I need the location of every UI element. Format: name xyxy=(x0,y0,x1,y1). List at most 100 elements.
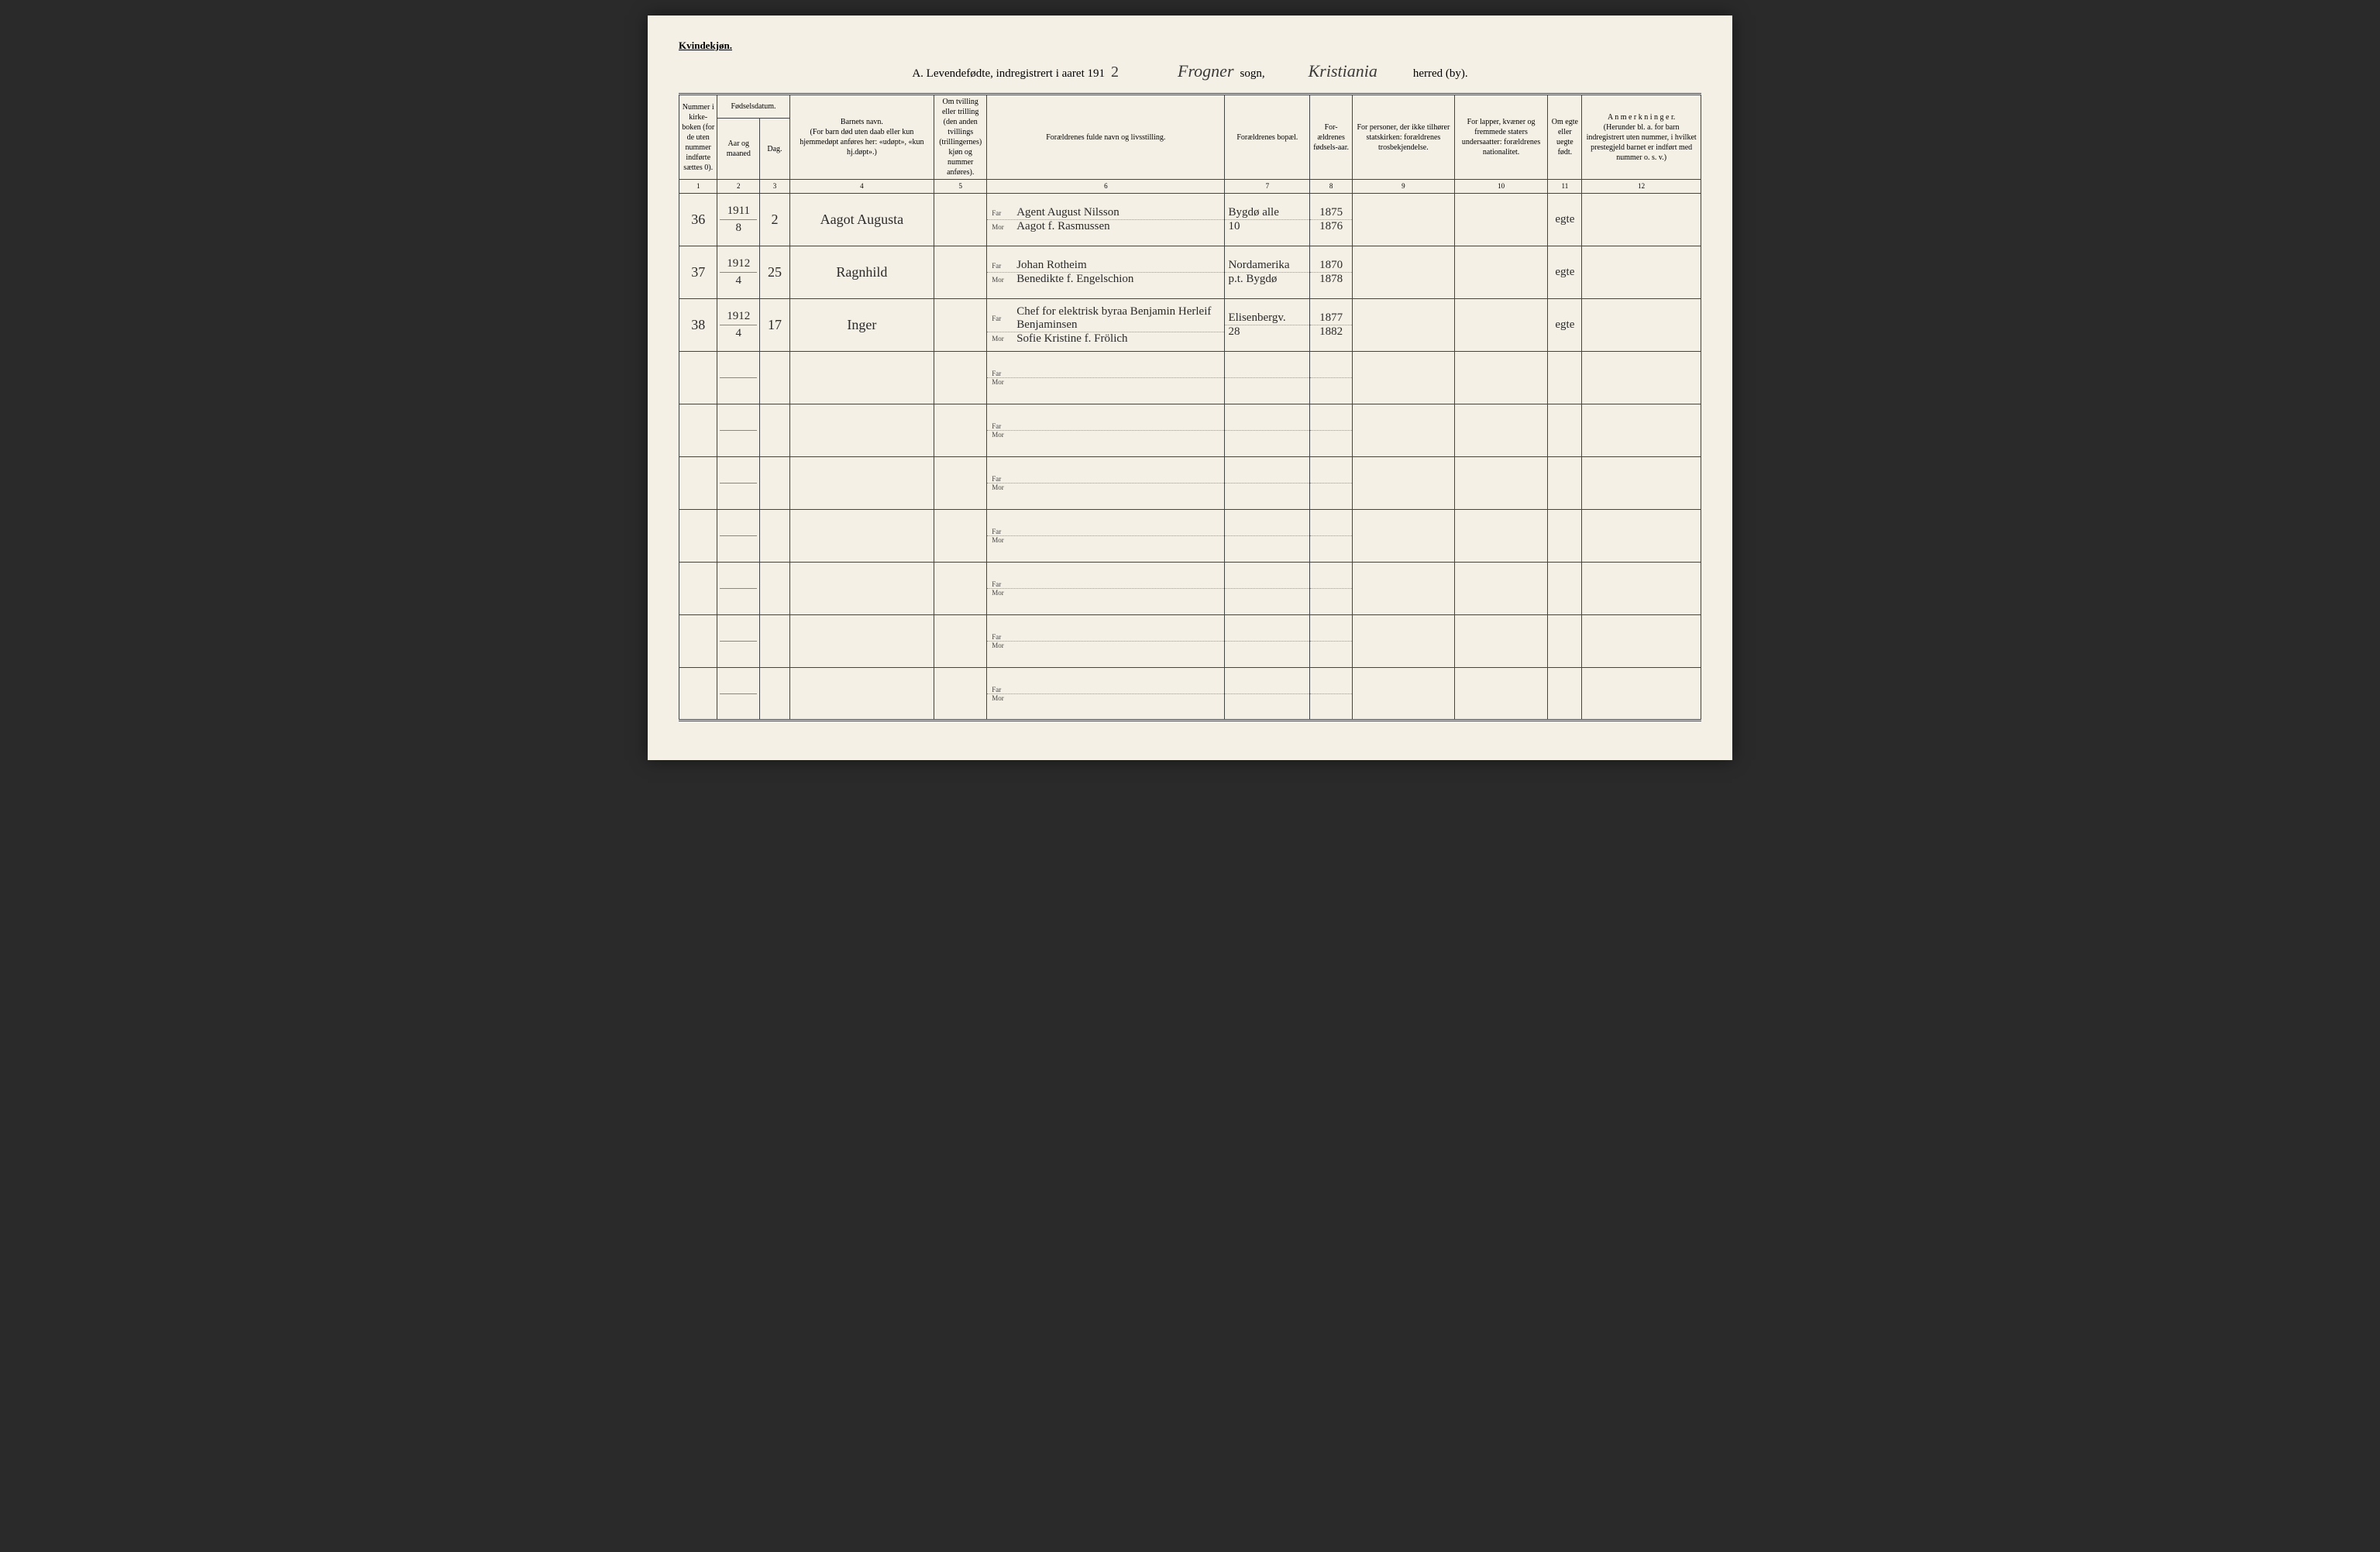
cell-address xyxy=(1225,510,1310,563)
colnum-5: 5 xyxy=(934,180,987,194)
colnum-3: 3 xyxy=(760,180,789,194)
herred-label: herred (by). xyxy=(1413,67,1468,81)
cell-num xyxy=(679,352,717,404)
cell-year-month xyxy=(717,510,760,563)
table-row: Far Mor xyxy=(679,352,1701,404)
col-header-9: For personer, der ikke tilhører statskir… xyxy=(1353,95,1455,180)
cell-num xyxy=(679,563,717,615)
cell-twin xyxy=(934,457,987,510)
cell-num: 37 xyxy=(679,246,717,299)
colnum-7: 7 xyxy=(1225,180,1310,194)
cell-twin xyxy=(934,510,987,563)
col-header-date-group: Fødselsdatum. xyxy=(717,95,789,119)
cell-religion xyxy=(1353,352,1455,404)
cell-birth-years xyxy=(1310,615,1353,668)
cell-year-month xyxy=(717,404,760,457)
header-row: Nummer i kirke-boken (for de uten nummer… xyxy=(679,95,1701,119)
colnum-2: 2 xyxy=(717,180,760,194)
cell-day xyxy=(760,615,789,668)
cell-remarks xyxy=(1582,563,1701,615)
table-row: Far Mor xyxy=(679,615,1701,668)
cell-remarks xyxy=(1582,194,1701,246)
colnum-11: 11 xyxy=(1548,180,1582,194)
cell-address xyxy=(1225,668,1310,721)
col-header-7: Forældrenes bopæl. xyxy=(1225,95,1310,180)
cell-religion xyxy=(1353,510,1455,563)
col-header-4: Barnets navn. (For barn død uten daab el… xyxy=(789,95,934,180)
cell-year-month xyxy=(717,615,760,668)
cell-name xyxy=(789,352,934,404)
cell-remarks xyxy=(1582,404,1701,457)
cell-day: 2 xyxy=(760,194,789,246)
cell-birth-years: 1870 1878 xyxy=(1310,246,1353,299)
page-header: Kvindekjøn. A. Levendefødte, indregistre… xyxy=(679,39,1701,81)
year-suffix: 2 xyxy=(1111,64,1119,81)
herred-value: Kristiania xyxy=(1309,61,1377,81)
sogn-value: Frogner xyxy=(1178,61,1234,81)
cell-parents: Far Mor xyxy=(987,615,1225,668)
cell-remarks xyxy=(1582,246,1701,299)
cell-birth-years: 1877 1882 xyxy=(1310,299,1353,352)
colnum-4: 4 xyxy=(789,180,934,194)
cell-year-month: 1912 4 xyxy=(717,299,760,352)
cell-religion xyxy=(1353,457,1455,510)
cell-name: Ragnhild xyxy=(789,246,934,299)
cell-birth-years xyxy=(1310,510,1353,563)
col-header-8: For-ældrenes fødsels-aar. xyxy=(1310,95,1353,180)
cell-birth-years xyxy=(1310,668,1353,721)
cell-twin xyxy=(934,668,987,721)
cell-num: 36 xyxy=(679,194,717,246)
cell-parents: FarAgent August Nilsson MorAagot f. Rasm… xyxy=(987,194,1225,246)
cell-name: Inger xyxy=(789,299,934,352)
cell-day xyxy=(760,668,789,721)
cell-twin xyxy=(934,352,987,404)
cell-parents: Far Mor xyxy=(987,352,1225,404)
table-row: Far Mor xyxy=(679,404,1701,457)
cell-remarks xyxy=(1582,668,1701,721)
cell-religion xyxy=(1353,615,1455,668)
cell-twin xyxy=(934,404,987,457)
col-header-5: Om tvilling eller trilling (den anden tv… xyxy=(934,95,987,180)
cell-religion xyxy=(1353,563,1455,615)
cell-day xyxy=(760,510,789,563)
cell-day xyxy=(760,563,789,615)
cell-remarks xyxy=(1582,510,1701,563)
cell-egte: egte xyxy=(1548,246,1582,299)
cell-remarks xyxy=(1582,352,1701,404)
cell-address: Nordamerika p.t. Bygdø xyxy=(1225,246,1310,299)
table-row: Far Mor xyxy=(679,668,1701,721)
cell-parents: Far Mor xyxy=(987,563,1225,615)
cell-nationality xyxy=(1454,563,1548,615)
cell-twin xyxy=(934,615,987,668)
cell-parents: Far Mor xyxy=(987,457,1225,510)
cell-year-month xyxy=(717,457,760,510)
cell-nationality xyxy=(1454,352,1548,404)
cell-nationality xyxy=(1454,246,1548,299)
cell-day: 25 xyxy=(760,246,789,299)
colnum-8: 8 xyxy=(1310,180,1353,194)
colnum-6: 6 xyxy=(987,180,1225,194)
cell-address xyxy=(1225,457,1310,510)
cell-religion xyxy=(1353,404,1455,457)
col-header-10: For lapper, kvæner og fremmede staters u… xyxy=(1454,95,1548,180)
cell-name xyxy=(789,404,934,457)
cell-year-month: 1912 4 xyxy=(717,246,760,299)
cell-nationality xyxy=(1454,615,1548,668)
cell-parents: Far Mor xyxy=(987,404,1225,457)
cell-egte: egte xyxy=(1548,194,1582,246)
cell-nationality xyxy=(1454,299,1548,352)
table-body: 36 1911 8 2 Aagot Augusta FarAgent Augus… xyxy=(679,194,1701,721)
cell-egte: egte xyxy=(1548,299,1582,352)
col-header-6: Forældrenes fulde navn og livsstilling. xyxy=(987,95,1225,180)
gender-label: Kvindekjøn. xyxy=(679,40,732,52)
cell-egte xyxy=(1548,510,1582,563)
cell-religion xyxy=(1353,299,1455,352)
cell-name xyxy=(789,457,934,510)
cell-address: Elisenbergv. 28 xyxy=(1225,299,1310,352)
col-header-1: Nummer i kirke-boken (for de uten nummer… xyxy=(679,95,717,180)
table-row: 37 1912 4 25 Ragnhild FarJohan Rotheim M… xyxy=(679,246,1701,299)
cell-remarks xyxy=(1582,615,1701,668)
cell-name xyxy=(789,563,934,615)
cell-address xyxy=(1225,404,1310,457)
table-row: 36 1911 8 2 Aagot Augusta FarAgent Augus… xyxy=(679,194,1701,246)
